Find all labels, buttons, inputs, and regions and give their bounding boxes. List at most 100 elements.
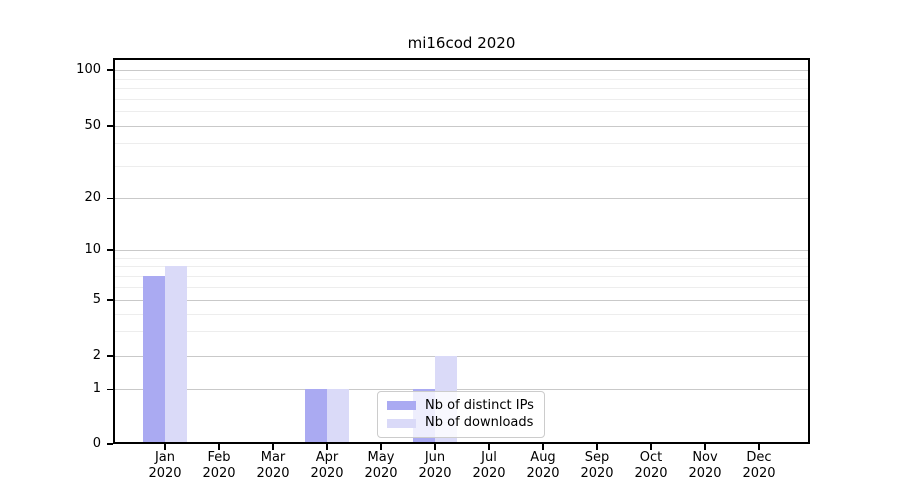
x-tick-mark bbox=[326, 444, 328, 450]
gridline-major bbox=[113, 198, 810, 200]
x-tick-year: 2020 bbox=[688, 465, 722, 481]
chart-title: mi16cod 2020 bbox=[407, 34, 516, 52]
y-tick-label: 50 bbox=[84, 117, 101, 133]
x-tick-month: May bbox=[367, 450, 395, 465]
legend: Nb of distinct IPs Nb of downloads bbox=[377, 391, 545, 438]
legend-item-distinct-ips: Nb of distinct IPs bbox=[387, 398, 535, 414]
gridline-major bbox=[113, 250, 810, 251]
x-tick-mark bbox=[542, 444, 544, 450]
x-tick-label: Sep 2020 bbox=[569, 450, 625, 481]
bar-distinct-ips-apr bbox=[305, 389, 327, 444]
legend-label-distinct-ips: Nb of distinct IPs bbox=[425, 397, 534, 413]
plot-area: 0 1 2 5 10 20 50 100 Jan 2020 Feb 2020 Mar 2020 Apr 202… bbox=[76, 58, 810, 481]
legend-swatch-downloads bbox=[387, 418, 416, 428]
x-tick-month: Aug bbox=[530, 450, 556, 465]
gridline-minor bbox=[113, 111, 810, 112]
y-tick-label: 5 bbox=[92, 292, 101, 307]
gridline-major bbox=[113, 125, 810, 127]
x-tick-year: 2020 bbox=[418, 465, 452, 481]
y-tick-label: 100 bbox=[76, 62, 101, 77]
gridline-major bbox=[113, 356, 810, 357]
x-tick-month: Nov bbox=[692, 450, 718, 465]
y-tick-label: 20 bbox=[84, 190, 101, 206]
gridline-minor bbox=[113, 257, 810, 259]
x-tick-month: Jul bbox=[481, 450, 497, 465]
x-tick-month: Sep bbox=[584, 450, 610, 465]
right-spine bbox=[808, 58, 810, 444]
x-tick-mark bbox=[596, 444, 598, 450]
bar-downloads-jan bbox=[165, 266, 187, 444]
x-tick-mark bbox=[218, 444, 220, 450]
x-tick-label: Mar 2020 bbox=[245, 450, 301, 481]
x-tick-label: Jun 2020 bbox=[407, 450, 463, 481]
y-tick-mark bbox=[107, 355, 113, 357]
top-spine bbox=[113, 58, 810, 60]
gridline-minor bbox=[113, 98, 810, 100]
x-tick-label: May 2020 bbox=[353, 450, 409, 481]
gridline-minor bbox=[113, 275, 810, 277]
x-tick-month: Jun bbox=[424, 450, 446, 465]
x-tick-mark bbox=[704, 444, 706, 450]
y-tick-mark bbox=[107, 388, 113, 391]
y-tick-mark bbox=[107, 69, 113, 71]
gridline-minor bbox=[113, 166, 810, 168]
y-tick-mark bbox=[107, 125, 113, 127]
x-tick-year: 2020 bbox=[742, 465, 776, 481]
x-tick-mark bbox=[758, 444, 760, 450]
y-tick-mark bbox=[107, 249, 113, 251]
gridline-minor bbox=[113, 78, 810, 80]
bar-downloads-apr bbox=[327, 389, 349, 444]
x-tick-month: Jan bbox=[154, 450, 176, 465]
x-axis-line bbox=[113, 442, 810, 444]
x-tick-year: 2020 bbox=[310, 465, 344, 481]
x-tick-mark bbox=[434, 444, 436, 450]
x-tick-year: 2020 bbox=[526, 465, 560, 481]
y-axis-line bbox=[113, 58, 115, 444]
x-tick-month: Apr bbox=[315, 450, 339, 465]
x-tick-mark bbox=[380, 444, 382, 450]
x-tick-label: Aug 2020 bbox=[515, 450, 571, 481]
x-tick-month: Oct bbox=[639, 450, 663, 465]
x-tick-month: Feb bbox=[207, 450, 231, 465]
x-tick-label: Jul 2020 bbox=[461, 450, 517, 481]
y-tick-label: 1 bbox=[92, 381, 101, 397]
x-tick-label: Oct 2020 bbox=[623, 450, 679, 481]
legend-item-downloads: Nb of downloads bbox=[387, 415, 535, 431]
y-tick-mark bbox=[107, 443, 113, 445]
legend-label-downloads: Nb of downloads bbox=[425, 415, 534, 431]
legend-swatch-distinct-ips bbox=[387, 401, 416, 411]
y-tick-mark bbox=[107, 197, 113, 200]
y-tick-label: 2 bbox=[92, 348, 101, 363]
x-tick-month: Mar bbox=[260, 450, 286, 465]
x-tick-label: Nov 2020 bbox=[677, 450, 733, 481]
x-tick-mark bbox=[488, 444, 490, 450]
y-tick-label: 0 bbox=[92, 436, 101, 451]
gridline-minor bbox=[113, 87, 810, 89]
gridline-minor bbox=[113, 331, 810, 333]
gridline-minor bbox=[113, 313, 810, 315]
gridline-minor bbox=[113, 143, 810, 145]
x-tick-mark bbox=[164, 444, 166, 450]
x-tick-label: Jan 2020 bbox=[137, 450, 193, 481]
x-tick-mark bbox=[272, 444, 274, 450]
bar-distinct-ips-jan bbox=[143, 275, 165, 444]
x-tick-year: 2020 bbox=[202, 465, 236, 481]
x-tick-label: Dec 2020 bbox=[731, 450, 787, 481]
gridline-minor bbox=[113, 266, 810, 268]
x-tick-label: Apr 2020 bbox=[299, 450, 355, 481]
x-tick-month: Dec bbox=[746, 450, 772, 465]
x-tick-year: 2020 bbox=[634, 465, 668, 481]
x-tick-year: 2020 bbox=[580, 465, 614, 481]
x-tick-year: 2020 bbox=[472, 465, 506, 481]
x-tick-year: 2020 bbox=[256, 465, 290, 481]
gridline-minor bbox=[113, 286, 810, 288]
gridline-major bbox=[113, 300, 810, 301]
x-tick-year: 2020 bbox=[364, 465, 398, 481]
y-tick-mark bbox=[107, 299, 113, 301]
gridline-major bbox=[113, 389, 810, 391]
x-tick-label: Feb 2020 bbox=[191, 450, 247, 481]
gridline-major bbox=[113, 70, 810, 71]
y-tick-label: 10 bbox=[84, 242, 101, 257]
x-tick-mark bbox=[650, 444, 652, 450]
